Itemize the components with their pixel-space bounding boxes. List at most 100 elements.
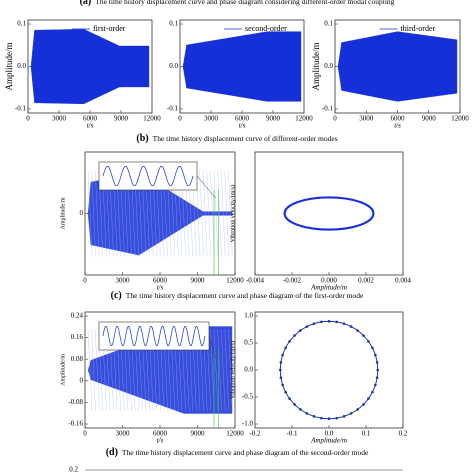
phase-orbit-inner	[285, 198, 373, 229]
phase-dot	[356, 408, 359, 411]
x-tick-label: 0	[83, 430, 87, 438]
phase-dot	[288, 397, 291, 400]
phase-dot	[278, 368, 282, 372]
caption-text: The time history displacement curve of d…	[153, 134, 338, 143]
phase-dot	[312, 415, 316, 418]
y-tick-label: 0.0	[244, 366, 253, 374]
caption-text: The time history displacement curve and …	[122, 448, 369, 457]
y-axis-label: Vibration velocity/(m/s)	[229, 341, 236, 399]
x-tick-label: 0.004	[395, 277, 411, 285]
wave-texture	[95, 170, 100, 257]
x-axis-label: t/s	[87, 122, 94, 130]
phase-dot	[305, 412, 309, 415]
y-tick-label: 0.0	[17, 62, 26, 70]
y-axis-label: Amplitude/m	[60, 354, 66, 386]
x-axis-label: Amplitude/m	[310, 284, 347, 292]
phase-orbit	[283, 196, 375, 231]
x-tick-label: 12000	[226, 277, 244, 285]
y-tick-label: -0.1	[15, 105, 27, 113]
zoom-link	[196, 175, 216, 199]
x-tick-label: -0.004	[246, 277, 265, 285]
x-tick-label: -0.002	[283, 277, 302, 285]
phase-dot	[374, 353, 377, 357]
y-tick-label: 0.0	[324, 62, 333, 70]
phase-dot	[284, 346, 287, 350]
y-axis-label: Amplitude/m	[4, 43, 14, 91]
phase-dot	[320, 320, 323, 324]
phase-dot	[335, 320, 338, 324]
phase-dot	[356, 329, 359, 332]
x-tick-label: 0	[26, 115, 30, 123]
phase-dot	[281, 353, 284, 357]
phase-dot	[312, 322, 316, 325]
caption-text: The time history displacement curve and …	[95, 0, 394, 6]
y-tick-label: 0.0	[169, 62, 178, 70]
phase-dot	[299, 329, 302, 332]
caption-label: (d)	[106, 447, 118, 458]
phase-dot	[342, 415, 346, 418]
phase-dot	[305, 325, 309, 328]
y-tick-label: 0	[80, 376, 84, 384]
x-tick-label: 6000	[391, 115, 406, 123]
y-tick-label: 0.16	[71, 333, 84, 341]
phase-dot	[362, 403, 365, 406]
wave-texture	[95, 329, 100, 411]
plot-frame	[254, 311, 404, 429]
x-tick-label: 12000	[226, 430, 244, 438]
waveform	[337, 31, 458, 102]
x-tick-label: 6000	[235, 115, 250, 123]
phase-dot	[279, 361, 283, 364]
phase-dot	[375, 376, 379, 379]
wave-texture	[206, 170, 211, 257]
y-tick-label: 0.1	[324, 20, 333, 28]
caption-label: (b)	[136, 133, 148, 144]
wave-texture	[213, 170, 219, 257]
phase-dot	[362, 334, 365, 337]
caption-text: The time history displacement curve and …	[126, 291, 364, 300]
x-tick-label: 3000	[359, 115, 374, 123]
wave-texture	[221, 329, 226, 411]
x-tick-label: 9000	[114, 115, 129, 123]
x-tick-label: 12000	[451, 115, 469, 123]
phase-dot	[327, 417, 331, 421]
phase-dot	[367, 397, 370, 400]
x-tick-label: -0.1	[286, 430, 298, 438]
x-tick-label: -0.2	[249, 430, 261, 438]
x-tick-label: 0	[178, 115, 182, 123]
x-tick-label: 6000	[153, 430, 168, 438]
y-tick-label: 0.5	[244, 339, 253, 347]
zoom-link	[208, 335, 216, 359]
phase-dot	[374, 383, 377, 387]
x-axis-label: t/s	[157, 284, 164, 292]
wave-texture	[203, 170, 208, 257]
y-tick-label: 0.1	[17, 20, 26, 28]
phase-dot	[342, 322, 346, 325]
phase-dot	[349, 325, 353, 328]
x-tick-label: 0.1	[362, 430, 371, 438]
x-tick-label: 6000	[83, 115, 98, 123]
x-tick-label: 3000	[52, 115, 67, 123]
waveform	[30, 29, 150, 104]
wave-texture	[87, 170, 93, 257]
phase-dot	[288, 340, 291, 343]
x-tick-label: 9000	[191, 430, 206, 438]
legend-label: third-order	[401, 24, 436, 33]
y-tick-label: -0.08	[68, 398, 83, 406]
phase-dot	[371, 390, 374, 394]
waveform	[182, 31, 302, 102]
caption-label: (a)	[80, 0, 92, 7]
caption: (d) The time history displacement curve a…	[106, 447, 369, 458]
inset-wave	[102, 325, 206, 347]
x-tick-label: 3000	[204, 115, 219, 123]
phase-dot	[293, 403, 296, 406]
footer-tick: 0.2	[69, 466, 78, 474]
x-tick-label: 6000	[153, 277, 168, 285]
wave-texture	[224, 329, 229, 411]
y-axis-label: Amplitude/m	[311, 43, 321, 91]
phase-dot	[371, 346, 374, 350]
y-tick-label: -0.1	[322, 105, 334, 113]
y-tick-label: 0.1	[169, 20, 178, 28]
x-tick-label: 0.002	[358, 277, 374, 285]
x-tick-label: 3000	[116, 430, 131, 438]
